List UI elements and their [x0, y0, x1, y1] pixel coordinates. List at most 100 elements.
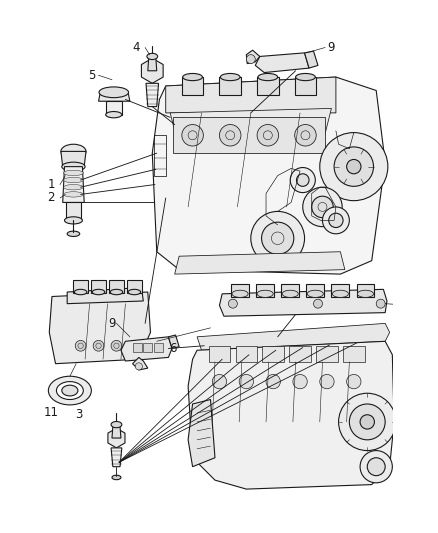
- Bar: [91, 280, 106, 293]
- Bar: [127, 280, 141, 293]
- Ellipse shape: [182, 74, 202, 80]
- Ellipse shape: [92, 289, 105, 295]
- Bar: [256, 284, 273, 296]
- Polygon shape: [148, 58, 156, 71]
- Ellipse shape: [64, 192, 83, 197]
- Circle shape: [292, 375, 307, 389]
- Circle shape: [290, 167, 314, 192]
- Circle shape: [294, 125, 315, 146]
- Polygon shape: [112, 426, 120, 438]
- Bar: [262, 346, 283, 362]
- Polygon shape: [146, 83, 158, 107]
- Bar: [342, 346, 364, 362]
- Ellipse shape: [295, 74, 314, 80]
- Text: 1: 1: [47, 178, 55, 191]
- Text: 6: 6: [169, 342, 176, 355]
- Circle shape: [75, 341, 86, 351]
- Bar: [281, 284, 298, 296]
- Ellipse shape: [111, 422, 121, 427]
- Polygon shape: [49, 292, 150, 364]
- Bar: [356, 284, 374, 296]
- Circle shape: [111, 341, 121, 351]
- Ellipse shape: [67, 231, 80, 237]
- Circle shape: [296, 174, 308, 187]
- Circle shape: [313, 299, 322, 308]
- Bar: [132, 343, 141, 352]
- Polygon shape: [120, 337, 172, 361]
- Polygon shape: [219, 289, 386, 316]
- Text: 9: 9: [327, 41, 334, 54]
- Ellipse shape: [64, 184, 83, 190]
- Polygon shape: [246, 50, 259, 63]
- Ellipse shape: [231, 290, 247, 297]
- Bar: [173, 117, 325, 153]
- Polygon shape: [165, 77, 335, 113]
- Ellipse shape: [110, 289, 123, 295]
- Polygon shape: [66, 203, 81, 220]
- Circle shape: [346, 375, 360, 389]
- Polygon shape: [111, 448, 121, 467]
- Polygon shape: [106, 101, 121, 115]
- Circle shape: [349, 404, 384, 440]
- Text: 9: 9: [108, 317, 116, 330]
- Circle shape: [367, 458, 384, 475]
- Polygon shape: [187, 400, 215, 467]
- Polygon shape: [67, 287, 143, 304]
- Circle shape: [319, 133, 387, 200]
- Bar: [235, 346, 257, 362]
- Bar: [289, 346, 310, 362]
- Polygon shape: [108, 428, 125, 448]
- Ellipse shape: [257, 290, 272, 297]
- Bar: [208, 346, 230, 362]
- Text: 3: 3: [75, 408, 82, 421]
- Bar: [331, 284, 349, 296]
- Circle shape: [311, 196, 332, 217]
- Bar: [257, 77, 278, 95]
- Circle shape: [359, 415, 374, 429]
- Circle shape: [181, 125, 203, 146]
- Text: 5: 5: [88, 69, 96, 82]
- Ellipse shape: [64, 217, 82, 224]
- Ellipse shape: [282, 290, 297, 297]
- Ellipse shape: [220, 74, 240, 80]
- Bar: [315, 346, 337, 362]
- Circle shape: [328, 213, 342, 228]
- Polygon shape: [132, 358, 148, 370]
- Circle shape: [212, 375, 226, 389]
- Ellipse shape: [64, 177, 83, 183]
- Polygon shape: [152, 77, 384, 274]
- Ellipse shape: [61, 144, 86, 158]
- Bar: [230, 284, 248, 296]
- Text: 4: 4: [132, 41, 140, 54]
- Polygon shape: [63, 167, 84, 203]
- Circle shape: [346, 159, 360, 174]
- Polygon shape: [61, 151, 86, 167]
- Polygon shape: [197, 324, 389, 350]
- Polygon shape: [174, 252, 344, 274]
- Circle shape: [333, 147, 373, 187]
- Circle shape: [322, 207, 349, 234]
- Ellipse shape: [332, 290, 348, 297]
- Circle shape: [375, 299, 384, 308]
- Ellipse shape: [64, 170, 83, 175]
- Ellipse shape: [57, 382, 83, 400]
- Ellipse shape: [62, 162, 85, 171]
- Bar: [73, 280, 88, 293]
- Ellipse shape: [48, 376, 91, 405]
- Polygon shape: [187, 341, 393, 489]
- Bar: [143, 343, 152, 352]
- Circle shape: [219, 125, 240, 146]
- Bar: [154, 343, 162, 352]
- Bar: [181, 77, 203, 95]
- Circle shape: [265, 375, 280, 389]
- Ellipse shape: [357, 290, 373, 297]
- Polygon shape: [170, 108, 331, 149]
- Circle shape: [93, 341, 104, 351]
- Ellipse shape: [128, 289, 140, 295]
- Circle shape: [338, 393, 395, 450]
- Polygon shape: [255, 53, 308, 72]
- Circle shape: [257, 125, 278, 146]
- Bar: [306, 284, 324, 296]
- Ellipse shape: [106, 111, 121, 118]
- Circle shape: [228, 299, 237, 308]
